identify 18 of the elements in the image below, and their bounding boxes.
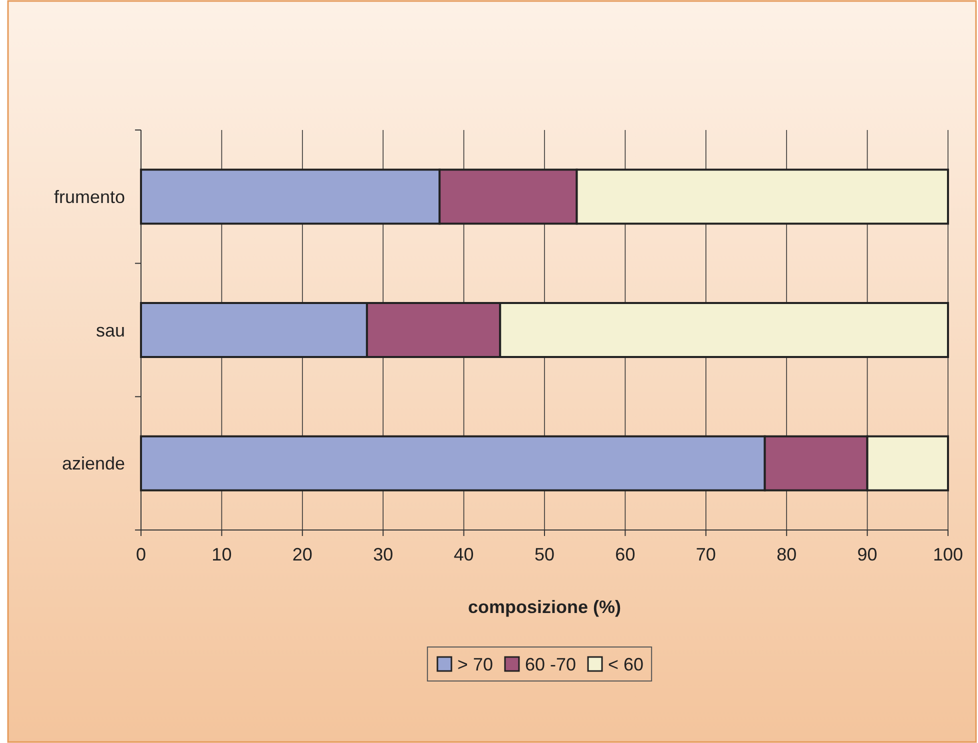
y-tick-label: frumento xyxy=(54,186,125,207)
x-tick-label: 90 xyxy=(857,544,878,565)
y-tick-label: sau xyxy=(96,320,125,340)
x-tick-label: 50 xyxy=(534,544,555,565)
x-tick-label: 60 xyxy=(615,544,636,565)
x-tick-label: 100 xyxy=(932,544,964,565)
legend-label: > 70 xyxy=(457,654,493,674)
legend-label: 60 -70 xyxy=(524,654,576,674)
x-tick-label: 40 xyxy=(454,544,474,565)
x-tick-label: 0 xyxy=(136,544,146,565)
x-axis-title: composizione (%) xyxy=(468,597,622,617)
legend-label: < 60 xyxy=(608,654,644,674)
x-tick-label: 10 xyxy=(212,544,232,565)
x-tick-label: 30 xyxy=(373,544,394,565)
x-tick-label: 20 xyxy=(292,544,312,565)
x-tick-label: 80 xyxy=(776,544,797,565)
x-tick-label: 70 xyxy=(696,544,716,565)
y-tick-label: aziende xyxy=(62,454,125,474)
